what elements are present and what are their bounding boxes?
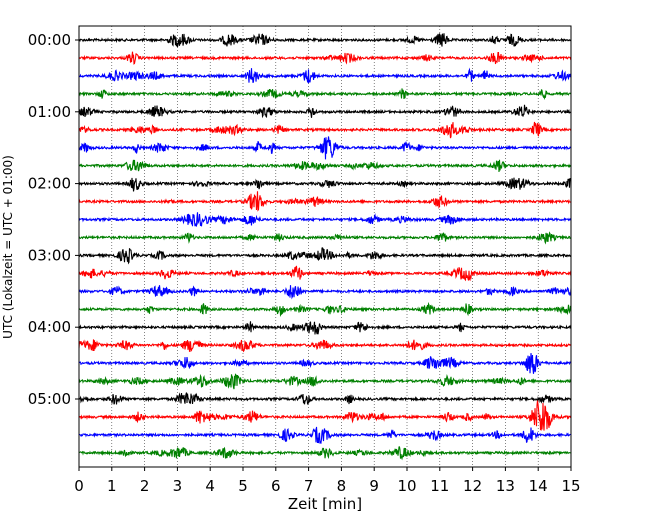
seismic-trace — [78, 88, 572, 101]
y-tick-label: 03:00 — [28, 246, 71, 264]
seismic-trace — [78, 373, 572, 390]
seismic-trace — [78, 392, 572, 406]
seismic-trace — [78, 400, 572, 431]
x-tick-label: 4 — [205, 477, 215, 495]
seismic-trace — [78, 301, 572, 317]
x-tick-label: 2 — [140, 477, 150, 495]
seismic-trace — [78, 426, 572, 445]
y-tick-label: 01:00 — [28, 103, 71, 121]
x-tick-label: 14 — [529, 477, 548, 495]
seismic-trace — [78, 321, 572, 335]
y-tick-label: 05:00 — [28, 390, 71, 408]
x-axis: 0 1 2 3 4 5 6 7 8 9 10 11 12 13 14 15 — [74, 467, 581, 495]
x-tick-label: 11 — [430, 477, 449, 495]
x-tick-label: 3 — [173, 477, 183, 495]
seismic-trace — [78, 51, 572, 65]
x-tick-label: 7 — [304, 477, 314, 495]
x-tick-label: 15 — [561, 477, 580, 495]
trace-layer — [78, 33, 572, 461]
seismic-trace — [78, 191, 572, 212]
x-tick-label: 8 — [337, 477, 347, 495]
seismic-trace — [78, 104, 572, 119]
y-axis-label: UTC (Lokalzeit = UTC + 01:00) — [1, 155, 15, 339]
x-tick-label: 0 — [74, 477, 84, 495]
x-tick-label: 13 — [496, 477, 515, 495]
plot-frame — [78, 25, 572, 468]
seismic-trace — [78, 67, 572, 84]
x-tick-label: 5 — [238, 477, 248, 495]
y-tick-label: 02:00 — [28, 175, 71, 193]
seismic-trace — [78, 231, 572, 245]
x-tick-label: 10 — [397, 477, 416, 495]
seismic-trace — [78, 212, 572, 227]
y-tick-label: 04:00 — [28, 318, 71, 336]
seismic-trace — [78, 446, 572, 461]
seismic-trace — [78, 339, 572, 353]
x-tick-label: 12 — [463, 477, 482, 495]
seismic-trace — [78, 33, 572, 48]
y-axis: 00:00 01:00 02:00 03:00 04:00 05:00 — [28, 31, 79, 408]
seismic-trace — [78, 353, 572, 374]
seismic-trace — [78, 247, 572, 265]
seismic-trace — [78, 285, 572, 300]
x-tick-label: 9 — [369, 477, 379, 495]
seismic-trace — [78, 177, 572, 192]
x-tick-label: 6 — [271, 477, 281, 495]
seismic-trace — [78, 265, 572, 282]
seismic-trace — [78, 159, 572, 172]
x-tick-label: 1 — [107, 477, 117, 495]
y-tick-label: 00:00 — [28, 31, 71, 49]
seismic-trace — [78, 136, 572, 160]
x-axis-label: Zeit [min] — [288, 495, 362, 513]
seismic-trace — [78, 121, 572, 139]
